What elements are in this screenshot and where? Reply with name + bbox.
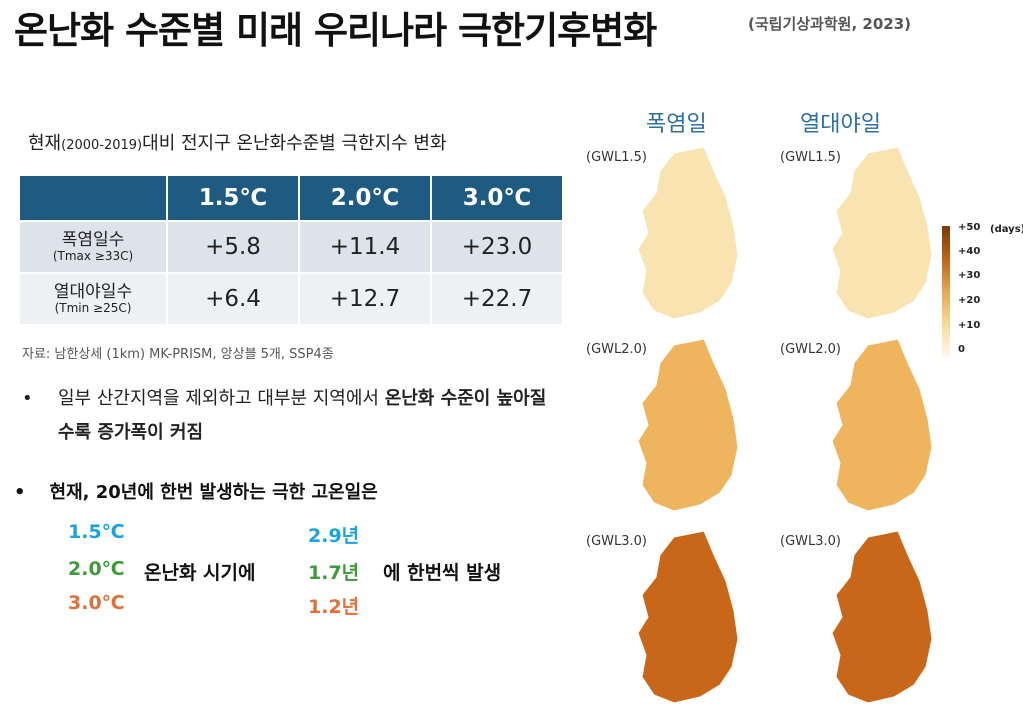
korea-map-heatwave-gwl2.0 xyxy=(637,338,739,512)
bullet-dot: • xyxy=(14,482,26,503)
table-row: 열대야일수 (Tmin ≥25C) +6.4 +12.7 +22.7 xyxy=(18,272,564,326)
table-cell: +12.7 xyxy=(298,272,432,326)
gwl-label: (GWL3.0) xyxy=(586,534,647,549)
legend-unit: (days) xyxy=(990,224,1023,235)
korea-map-heatwave-gwl1.5 xyxy=(637,146,739,320)
table-cell: +23.0 xyxy=(430,220,564,274)
bullet1-emphasis: 온난화 수준이 높아질수록 증가폭이 커짐 xyxy=(58,388,547,443)
table-caption: 현재(2000-2019)대비 전지구 온난화수준별 극한지수 변화 xyxy=(28,129,447,155)
source-citation: (국립기상과학원, 2023) xyxy=(748,15,911,33)
legend-tick: +10 xyxy=(958,320,981,331)
map-column-title-heatwave: 폭염일 xyxy=(646,112,707,137)
row-label-sub: (Tmin ≥25C) xyxy=(54,300,132,315)
caption-suffix: 대비 전지구 온난화수준별 극한지수 변화 xyxy=(142,133,447,154)
legend-tick: +50 xyxy=(958,222,981,233)
table-cell: +5.8 xyxy=(166,220,300,274)
gwl-label: (GWL1.5) xyxy=(586,150,647,165)
occurrence-temp: 2.0℃ xyxy=(68,558,125,580)
row-label-main: 폭염일수 xyxy=(61,230,125,251)
bullet-point-2: • 현재, 20년에 한번 발생하는 극한 고온일은 xyxy=(14,478,378,504)
table-cell: +22.7 xyxy=(430,272,564,326)
row-label: 열대야일수 (Tmin ≥25C) xyxy=(18,272,168,326)
map-column-title-tropical-night: 열대야일 xyxy=(800,112,881,137)
table-corner xyxy=(18,174,168,222)
korea-map-tropical-night-gwl3.0 xyxy=(831,530,933,704)
table-cell: +6.4 xyxy=(166,272,300,326)
korea-map-heatwave-gwl3.0 xyxy=(637,530,739,704)
bullet-point-1: • 일부 산간지역을 제외하고 대부분 지역에서 온난화 수준이 높아질수록 증… xyxy=(22,382,562,450)
caption-period: (2000-2019) xyxy=(61,138,143,153)
table-row: 폭염일수 (Tmax ≥33C) +5.8 +11.4 +23.0 xyxy=(18,220,564,274)
row-label-sub: (Tmax ≥33C) xyxy=(52,248,134,263)
occurrence-phrase-end: 에 한번씩 발생 xyxy=(383,562,502,584)
col-header: 1.5℃ xyxy=(166,174,300,222)
legend-tick: 0 xyxy=(958,344,965,355)
table-cell: +11.4 xyxy=(298,220,432,274)
bullet-dot: • xyxy=(22,388,33,409)
korea-map-tropical-night-gwl1.5 xyxy=(831,146,933,320)
data-source-note: 자료: 남한상세 (1km) MK-PRISM, 앙상블 5개, SSP4종 xyxy=(22,347,334,362)
bullet2-text: 현재, 20년에 한번 발생하는 극한 고온일은 xyxy=(49,482,378,503)
col-header: 2.0℃ xyxy=(298,174,432,222)
occurrence-temp: 1.5℃ xyxy=(68,521,125,543)
legend-tick: +40 xyxy=(958,246,981,257)
row-label-main: 열대야일수 xyxy=(53,282,133,303)
occurrence-temp: 3.0℃ xyxy=(68,592,125,614)
gwl-label: (GWL1.5) xyxy=(780,150,841,165)
korea-map-tropical-night-gwl2.0 xyxy=(831,338,933,512)
legend-tick: +30 xyxy=(958,270,981,281)
extreme-index-table: 1.5℃ 2.0℃ 3.0℃ 폭염일수 (Tmax ≥33C) +5.8 +11… xyxy=(18,174,564,326)
maps-panel: 폭염일 열대야일 (GWL1.5) (GWL1.5) (GWL2.0) (GWL… xyxy=(578,100,1023,704)
gwl-label: (GWL3.0) xyxy=(780,534,841,549)
occurrence-years: 2.9년 xyxy=(308,525,360,547)
gwl-label: (GWL2.0) xyxy=(586,342,647,357)
row-label: 폭염일수 (Tmax ≥33C) xyxy=(18,220,168,274)
caption-prefix: 현재 xyxy=(28,133,62,154)
gwl-label: (GWL2.0) xyxy=(780,342,841,357)
col-header: 3.0℃ xyxy=(430,174,564,222)
occurrence-years: 1.7년 xyxy=(308,562,360,584)
bullet1-text: 일부 산간지역을 제외하고 대부분 지역에서 xyxy=(58,388,385,409)
page-title: 온난화 수준별 미래 우리나라 극한기후변화 xyxy=(14,9,657,52)
legend-tick: +20 xyxy=(958,295,981,306)
color-legend-bar xyxy=(942,226,950,356)
occurrence-years: 1.2년 xyxy=(308,596,360,618)
occurrence-phrase-mid: 온난화 시기에 xyxy=(144,562,256,584)
